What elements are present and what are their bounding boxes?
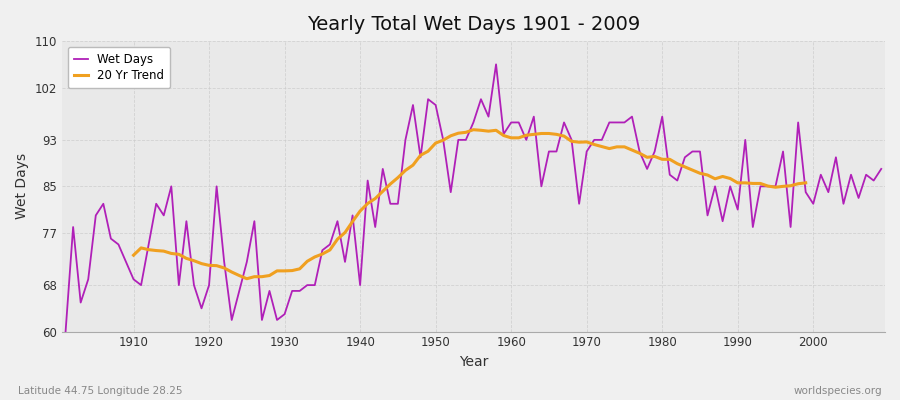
20 Yr Trend — [785, 183, 796, 188]
Wet Days — [287, 288, 298, 293]
Line: Wet Days: Wet Days — [66, 64, 881, 332]
20 Yr Trend — [468, 127, 479, 132]
20 Yr Trend — [800, 180, 811, 185]
Legend: Wet Days, 20 Yr Trend: Wet Days, 20 Yr Trend — [68, 47, 170, 88]
20 Yr Trend — [702, 173, 713, 178]
20 Yr Trend — [611, 144, 622, 149]
X-axis label: Year: Year — [459, 355, 488, 369]
Wet Days — [121, 260, 131, 264]
Line: 20 Yr Trend: 20 Yr Trend — [133, 130, 806, 279]
Wet Days — [604, 120, 615, 125]
Wet Days — [876, 166, 886, 171]
Text: worldspecies.org: worldspecies.org — [794, 386, 882, 396]
20 Yr Trend — [339, 230, 350, 235]
Wet Days — [60, 329, 71, 334]
20 Yr Trend — [128, 253, 139, 258]
20 Yr Trend — [219, 266, 230, 270]
Text: Latitude 44.75 Longitude 28.25: Latitude 44.75 Longitude 28.25 — [18, 386, 183, 396]
Title: Yearly Total Wet Days 1901 - 2009: Yearly Total Wet Days 1901 - 2009 — [307, 15, 640, 34]
Y-axis label: Wet Days: Wet Days — [15, 153, 29, 220]
20 Yr Trend — [717, 174, 728, 179]
Wet Days — [332, 219, 343, 224]
20 Yr Trend — [241, 276, 252, 281]
Wet Days — [506, 120, 517, 125]
Wet Days — [513, 120, 524, 125]
Wet Days — [491, 62, 501, 67]
